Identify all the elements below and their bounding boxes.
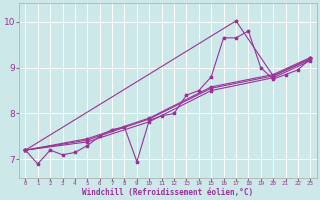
X-axis label: Windchill (Refroidissement éolien,°C): Windchill (Refroidissement éolien,°C) [82,188,253,197]
